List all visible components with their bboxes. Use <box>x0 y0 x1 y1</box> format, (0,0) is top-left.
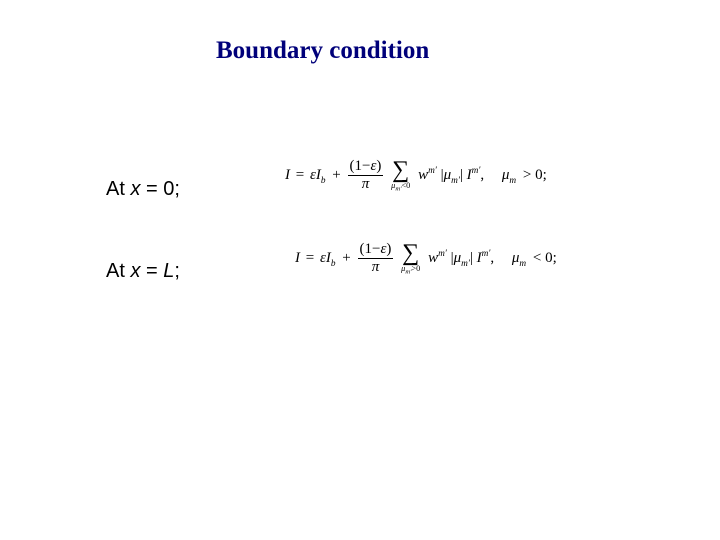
eq-mu: μ <box>444 167 452 183</box>
cond-mu-sub: m <box>509 176 516 186</box>
label-text: ; <box>174 260 180 282</box>
frac-denominator: π <box>348 176 384 193</box>
sum-rel: <0 <box>402 181 411 190</box>
eq-I2: I <box>477 250 482 266</box>
eq-w: w <box>428 250 438 266</box>
label-text: At <box>106 260 130 282</box>
sum-rel: >0 <box>412 264 421 273</box>
eq-lhs: I <box>295 250 300 266</box>
eq-w-sup: m′ <box>438 249 447 259</box>
label-var-x: x <box>130 260 140 282</box>
frac-numerator: (1−ε) <box>348 158 384 176</box>
cond-rel: < 0; <box>533 250 557 266</box>
cond-rel: > 0; <box>523 167 547 183</box>
num-l: (1 <box>360 241 373 257</box>
eq-plus: + <box>342 250 350 266</box>
eq-fraction: (1−ε) π <box>358 241 394 276</box>
eq-I2-sup: m′ <box>472 166 481 176</box>
eq-sum: ∑ μm′>0 <box>401 241 420 276</box>
eq-abs-r: | <box>460 167 463 183</box>
bc-label-x0: At x = 0; <box>106 178 180 201</box>
bc-label-xL: At x = L; <box>106 260 180 283</box>
eq-abs-r: | <box>470 250 473 266</box>
cond-mu-sub: m <box>519 259 526 269</box>
num-r: ) <box>376 158 381 174</box>
eq-comma: , <box>490 250 494 266</box>
eq-mu: μ <box>454 250 462 266</box>
num-r: ) <box>386 241 391 257</box>
eq-I2-sup: m′ <box>482 249 491 259</box>
eq-equals: = <box>306 250 314 266</box>
eq-w: w <box>418 167 428 183</box>
eq-Ib-sub: b <box>331 259 336 269</box>
sum-lower: μm′<0 <box>391 182 410 193</box>
sum-lower: μm′>0 <box>401 265 420 276</box>
eq-w-sup: m′ <box>428 166 437 176</box>
bc-equation-x0: I = εIb + (1−ε) π ∑ μm′<0 wm′ |μm′| Im′,… <box>285 158 547 193</box>
sum-sigma: ∑ <box>401 241 420 265</box>
label-var-L: L <box>163 260 174 282</box>
page-title: Boundary condition <box>216 37 429 65</box>
label-text: = 0; <box>140 178 179 200</box>
label-text: At <box>106 178 130 200</box>
eq-sum: ∑ μm′<0 <box>391 158 410 193</box>
eq-mu-sub: m′ <box>461 259 470 269</box>
sum-sigma: ∑ <box>391 158 410 182</box>
eq-fraction: (1−ε) π <box>348 158 384 193</box>
frac-denominator: π <box>358 259 394 276</box>
eq-equals: = <box>296 167 304 183</box>
eq-plus: + <box>332 167 340 183</box>
frac-numerator: (1−ε) <box>358 241 394 259</box>
eq-Ib-sub: b <box>321 176 326 186</box>
bc-equation-xL: I = εIb + (1−ε) π ∑ μm′>0 wm′ |μm′| Im′,… <box>295 241 557 276</box>
eq-mu-sub: m′ <box>451 176 460 186</box>
eq-comma: , <box>480 167 484 183</box>
label-var-x: x <box>130 178 140 200</box>
num-l: (1 <box>350 158 363 174</box>
eq-lhs: I <box>285 167 290 183</box>
eq-I2: I <box>467 167 472 183</box>
label-text: = <box>140 260 163 282</box>
